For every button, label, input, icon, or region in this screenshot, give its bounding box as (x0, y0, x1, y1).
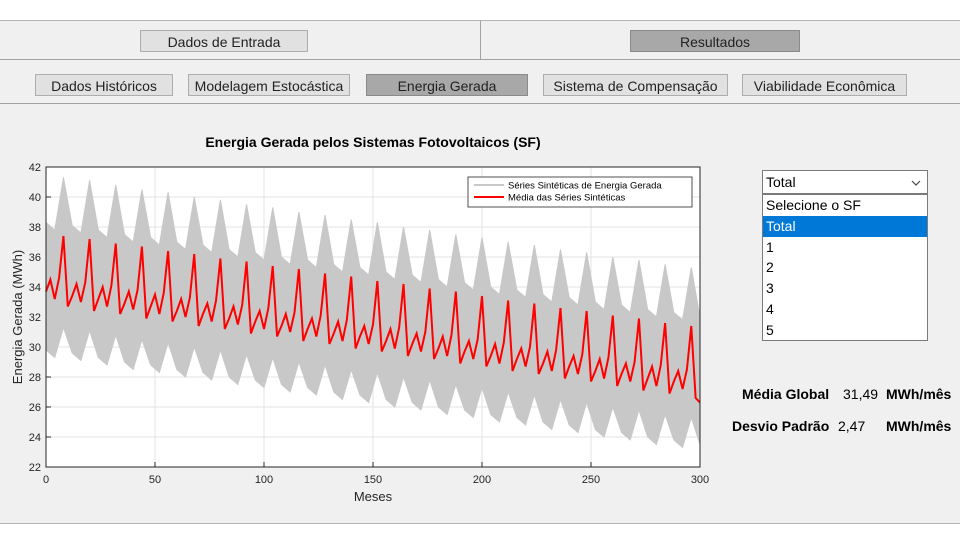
y-tick-label: 28 (29, 372, 41, 384)
tab-separator (0, 59, 960, 60)
y-tick-label: 34 (29, 282, 41, 294)
y-tick-label: 26 (29, 402, 41, 414)
main-tab[interactable]: Dados de Entrada (140, 30, 308, 52)
dropdown-option[interactable]: Selecione o SF (766, 197, 861, 213)
sub-tab[interactable]: Dados Históricos (35, 74, 173, 96)
y-tick-label: 40 (29, 192, 41, 204)
dropdown-option[interactable]: Total (763, 215, 927, 237)
y-tick-label: 22 (29, 462, 41, 474)
dropdown-value: Total (766, 174, 796, 190)
stat-unit: MWh/mês (886, 386, 952, 402)
dropdown-option[interactable]: 1 (766, 238, 774, 255)
subtab-separator (0, 103, 960, 104)
legend-label: Séries Sintéticas de Energia Gerada (508, 181, 662, 192)
stat-label: Desvio Padrão (732, 418, 830, 434)
sub-tab[interactable]: Energia Gerada (366, 74, 528, 96)
stat-unit: MWh/mês (886, 418, 952, 434)
stat-value: 31,49 (843, 386, 879, 402)
x-tick-label: 250 (582, 474, 600, 486)
sub-tab[interactable]: Modelagem Estocástica (188, 74, 350, 96)
axes-box (45, 166, 701, 468)
x-axis-label: Meses (354, 489, 393, 504)
y-tick-label: 32 (29, 312, 41, 324)
chart: 22 24 26 28 30 32 34 36 38 40 42 0 50 100 150 200 250 300… (10, 134, 709, 504)
sub-tab[interactable]: Sistema de Compensação (543, 74, 728, 96)
dropdown-option[interactable]: 4 (766, 300, 774, 317)
dropdown-list: Selecione o SF Total 1 2 3 4 5 (762, 194, 928, 341)
y-tick-label: 42 (29, 162, 41, 174)
x-tick-label: 200 (473, 474, 491, 486)
tab-divider (480, 21, 481, 59)
x-tick-label: 150 (364, 474, 382, 486)
x-tick-label: 50 (149, 474, 161, 486)
x-tick-label: 100 (255, 474, 273, 486)
sub-tab[interactable]: Viabilidade Econômica (742, 74, 907, 96)
stat-value: 2,47 (838, 418, 866, 434)
y-axis-label: Energia Gerada (MWh) (10, 250, 25, 384)
y-tick-label: 36 (29, 252, 41, 264)
legend-label: Média das Séries Sintéticas (508, 193, 625, 204)
legend-box (467, 176, 693, 208)
dropdown-option[interactable]: 5 (766, 321, 774, 338)
main-tab[interactable]: Resultados (630, 30, 800, 52)
dropdown[interactable]: Total (762, 170, 928, 194)
x-tick-label: 0 (43, 474, 49, 486)
y-tick-label: 24 (29, 432, 41, 444)
x-tick-label: 300 (691, 474, 709, 486)
y-tick-label: 38 (29, 222, 41, 234)
series-line (45, 235, 701, 404)
dropdown-arrow (911, 180, 921, 186)
dropdown-option[interactable]: 2 (766, 259, 774, 276)
chart-title: Energia Gerada pelos Sistemas Fotovoltai… (205, 134, 540, 150)
y-tick-label: 30 (29, 342, 41, 354)
dropdown-option[interactable]: 3 (766, 280, 774, 297)
stat-label: Média Global (742, 386, 830, 402)
